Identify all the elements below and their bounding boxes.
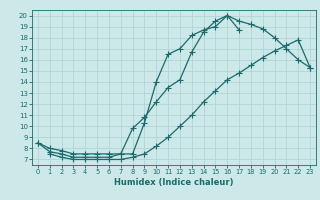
X-axis label: Humidex (Indice chaleur): Humidex (Indice chaleur) xyxy=(114,178,234,187)
